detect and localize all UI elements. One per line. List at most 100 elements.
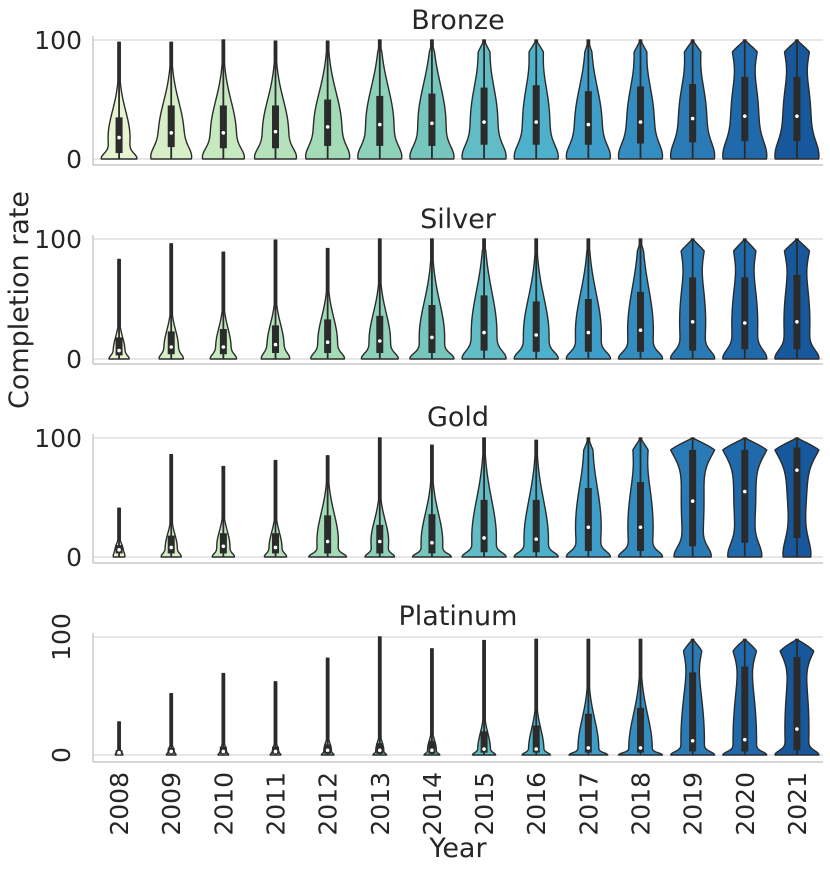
median-dot-2017 — [586, 330, 591, 335]
x-axis-label: Year — [428, 833, 487, 864]
median-dot-2012 — [325, 539, 330, 544]
iqr-box-2011 — [272, 325, 279, 353]
median-dot-2021 — [795, 727, 799, 731]
median-dot-2008 — [117, 135, 121, 140]
iqr-box-2009 — [167, 331, 175, 355]
iqr-box-2013 — [376, 524, 384, 554]
median-dot-2018 — [638, 525, 643, 530]
iqr-box-2014 — [428, 740, 436, 754]
median-dot-2013 — [377, 339, 382, 343]
iqr-box-2009 — [167, 105, 175, 148]
x-tick-label: 2013 — [366, 772, 395, 836]
iqr-box-2015 — [480, 295, 488, 351]
x-tick-label: 2019 — [679, 772, 708, 836]
iqr-box-2021 — [793, 76, 801, 142]
median-dot-2016 — [534, 537, 539, 541]
iqr-box-2015 — [480, 499, 488, 553]
median-dot-2014 — [430, 121, 434, 126]
iqr-box-2021 — [793, 447, 801, 538]
panel-title: Bronze — [411, 5, 504, 36]
median-dot-2019 — [690, 739, 695, 743]
iqr-box-2014 — [428, 93, 436, 146]
panels-layer: 0 100 Bronze 0 100 Silver 0 100 Gold 0 100 Platinum… — [34, 5, 823, 836]
iqr-box-2018 — [637, 291, 644, 352]
iqr-box-2019 — [689, 672, 697, 752]
x-tick-label: 2016 — [522, 772, 551, 836]
median-dot-2019 — [690, 499, 695, 503]
y-tick-label: 100 — [34, 424, 82, 453]
median-dot-2008 — [117, 548, 121, 552]
median-dot-2015 — [482, 747, 486, 751]
median-dot-2020 — [742, 321, 747, 325]
iqr-box-2009 — [167, 535, 175, 554]
median-dot-2018 — [638, 328, 643, 333]
y-axis-label: Completion rate — [4, 191, 35, 409]
median-dot-2020 — [742, 114, 747, 118]
iqr-box-2019 — [689, 449, 697, 547]
median-dot-2017 — [586, 122, 591, 127]
median-dot-2008 — [117, 348, 121, 353]
iqr-box-2021 — [793, 275, 801, 350]
iqr-box-2020 — [741, 277, 749, 350]
iqr-box-2014 — [428, 305, 436, 353]
median-dot-2009 — [169, 131, 174, 135]
iqr-box-2017 — [584, 299, 592, 352]
iqr-box-2012 — [324, 99, 332, 146]
iqr-box-2014 — [428, 514, 436, 554]
iqr-box-2016 — [532, 301, 540, 352]
panel-bronze: 0 100 Bronze — [34, 5, 823, 174]
median-dot-2016 — [534, 747, 539, 751]
x-tick-label: 2018 — [627, 772, 656, 836]
y-tick-label: 0 — [66, 543, 82, 572]
median-dot-2008 — [117, 750, 121, 755]
iqr-box-2011 — [272, 105, 279, 149]
x-tick-label: 2015 — [470, 772, 499, 836]
iqr-box-2020 — [741, 666, 749, 752]
median-dot-2018 — [638, 746, 643, 750]
y-tick-label: 100 — [34, 26, 82, 55]
median-dot-2010 — [221, 544, 226, 549]
median-dot-2019 — [690, 116, 695, 121]
median-dot-2011 — [273, 129, 278, 134]
iqr-box-2013 — [376, 315, 384, 353]
iqr-box-2019 — [689, 277, 697, 351]
iqr-box-2010 — [219, 533, 227, 554]
median-dot-2017 — [586, 525, 591, 530]
x-tick-label: 2009 — [157, 772, 186, 836]
y-tick-label: 0 — [66, 345, 82, 374]
panel-platinum: 0 100 Platinum 2008 2009 2010 2011 2012 2013 2014… — [47, 601, 823, 836]
median-dot-2011 — [273, 342, 278, 347]
x-tick-label: 2017 — [574, 772, 603, 836]
median-dot-2012 — [325, 125, 330, 129]
median-dot-2020 — [742, 489, 747, 494]
iqr-box-2017 — [584, 713, 592, 753]
median-dot-2010 — [221, 749, 226, 754]
median-dot-2013 — [377, 748, 382, 753]
iqr-box-2017 — [584, 91, 592, 145]
iqr-box-2016 — [532, 499, 540, 553]
x-tick-label: 2021 — [783, 772, 812, 836]
y-tick-label: 0 — [47, 747, 76, 763]
iqr-box-2008 — [115, 337, 123, 356]
median-dot-2013 — [377, 122, 382, 127]
median-dot-2021 — [795, 468, 799, 472]
median-dot-2015 — [482, 536, 486, 540]
median-dot-2015 — [482, 330, 486, 335]
median-dot-2014 — [430, 540, 434, 545]
iqr-box-2019 — [689, 84, 697, 143]
panel-title: Platinum — [399, 601, 518, 632]
iqr-box-2013 — [376, 95, 384, 146]
iqr-box-2021 — [793, 657, 801, 751]
x-tick-label: 2008 — [105, 772, 134, 836]
y-tick-label: 0 — [66, 145, 82, 174]
iqr-box-2010 — [219, 105, 227, 149]
iqr-box-2011 — [272, 533, 279, 554]
median-dot-2017 — [586, 746, 591, 750]
panel-gold: 0 100 Gold — [34, 402, 823, 572]
iqr-box-2016 — [532, 725, 540, 753]
panel-title: Silver — [420, 204, 497, 235]
median-dot-2014 — [430, 335, 434, 340]
iqr-box-2020 — [741, 76, 749, 142]
iqr-box-2016 — [532, 85, 540, 145]
iqr-box-2012 — [324, 515, 332, 554]
